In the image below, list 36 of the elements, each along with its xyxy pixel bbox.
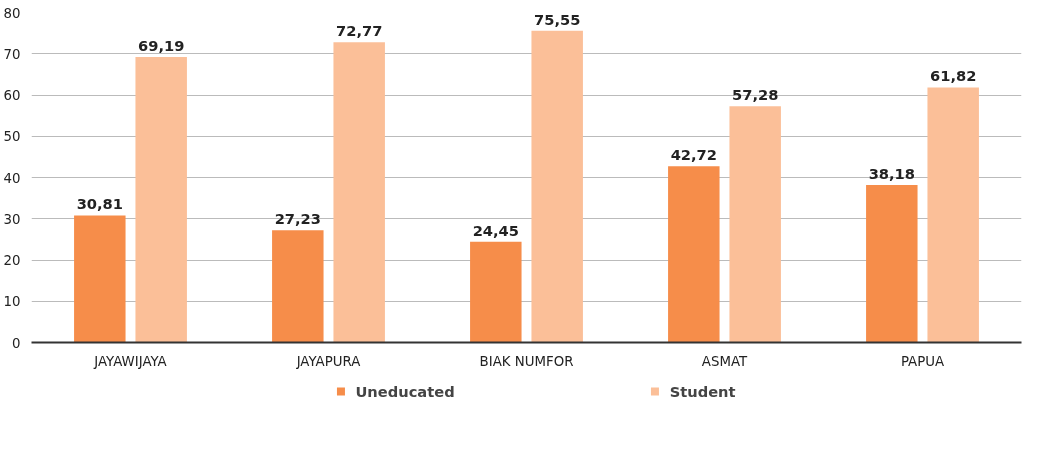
y-tick-label: 40 xyxy=(3,170,21,186)
bar xyxy=(272,230,324,343)
bar xyxy=(668,166,720,343)
bar xyxy=(531,30,583,343)
x-tick-label: PAPUA xyxy=(900,353,945,369)
y-tick-label: 80 xyxy=(3,5,21,21)
bar xyxy=(729,106,781,343)
legend-label: Student xyxy=(669,382,736,400)
y-tick-label: 50 xyxy=(3,129,21,145)
x-tick-label: JAYAPURA xyxy=(295,353,361,369)
bar xyxy=(74,215,126,343)
bar xyxy=(927,87,979,343)
data-label: 27,23 xyxy=(274,210,321,228)
y-tick-label: 0 xyxy=(12,335,21,351)
legend-label: Uneducated xyxy=(355,382,455,400)
bar xyxy=(866,185,918,343)
x-tick-label: JAYAWIJAYA xyxy=(93,353,167,369)
x-tick-label: ASMAT xyxy=(701,353,749,369)
data-label: 75,55 xyxy=(534,10,581,28)
x-tick-label: BIAK NUMFOR xyxy=(479,353,574,369)
bar xyxy=(470,241,522,343)
data-label: 30,81 xyxy=(76,195,123,213)
data-label: 38,18 xyxy=(868,165,915,183)
y-tick-label: 10 xyxy=(3,294,21,310)
y-tick-label: 70 xyxy=(3,46,21,62)
data-label: 69,19 xyxy=(138,37,185,55)
bar xyxy=(333,42,385,343)
data-label: 57,28 xyxy=(732,86,779,104)
y-tick-label: 30 xyxy=(3,211,21,227)
data-label: 42,72 xyxy=(670,146,717,164)
data-label: 61,82 xyxy=(930,67,977,85)
y-tick-label: 20 xyxy=(3,253,21,268)
data-label: 72,77 xyxy=(336,22,383,40)
bar xyxy=(135,57,187,343)
y-tick-label: 60 xyxy=(3,88,21,103)
data-label: 24,45 xyxy=(472,221,519,239)
